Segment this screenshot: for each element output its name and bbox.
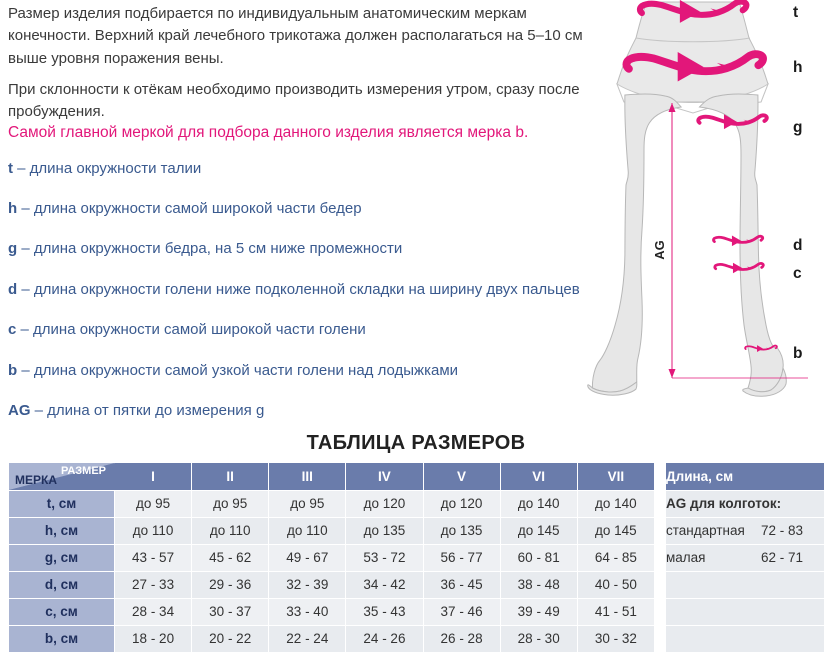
- svg-text:AG: AG: [652, 240, 667, 260]
- svg-text:d: d: [793, 237, 802, 254]
- svg-text:c: c: [793, 265, 802, 282]
- svg-text:b: b: [793, 345, 802, 362]
- svg-text:h: h: [793, 59, 802, 76]
- svg-text:t: t: [793, 4, 798, 21]
- svg-text:g: g: [793, 119, 802, 136]
